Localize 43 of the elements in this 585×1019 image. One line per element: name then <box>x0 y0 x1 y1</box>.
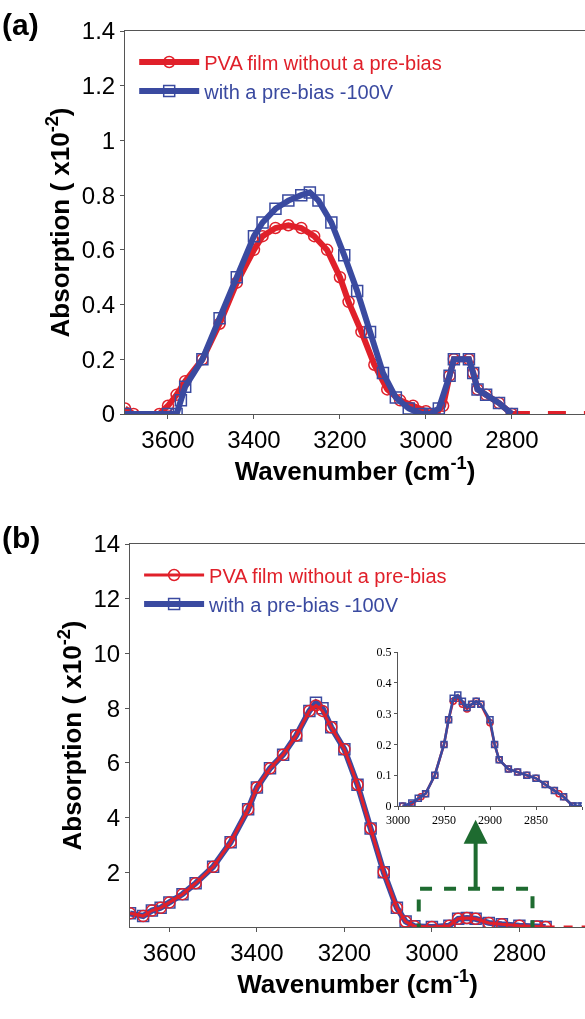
legend-label: with a pre-bias -100V <box>208 593 399 616</box>
y-tick-label: 0.1 <box>376 768 392 783</box>
legend-label: PVA film without a pre-bias <box>204 51 442 74</box>
y-tick-label: 4 <box>106 803 121 831</box>
x-tick-label: 2850 <box>524 813 548 828</box>
x-tick-label: 3000 <box>399 425 453 453</box>
y-tick-label: 0.6 <box>81 236 116 264</box>
y-tick-label: 0.3 <box>376 706 392 721</box>
y-tick-label: 2 <box>106 858 121 886</box>
y-tick-label: 14 <box>93 530 121 558</box>
y-tick-label: 0.2 <box>376 737 392 752</box>
chart-title: (b) <box>2 521 41 554</box>
y-tick-label: 0.5 <box>376 645 392 660</box>
y-tick-label: 0 <box>101 400 116 428</box>
y-tick-label: 1.4 <box>81 17 116 45</box>
y-tick-label: 12 <box>93 585 121 613</box>
y-tick-label: 10 <box>93 639 121 667</box>
x-axis-title: Wavenumber (cm$^{-1}$) <box>237 965 478 999</box>
x-tick-label: 3400 <box>230 938 284 966</box>
legend-label: PVA film without a pre-bias <box>209 564 447 587</box>
y-tick-label: 1 <box>101 126 116 154</box>
x-tick-label: 3200 <box>317 938 372 966</box>
x-tick-label: 3400 <box>227 425 281 453</box>
x-tick-label: 3200 <box>313 425 367 453</box>
x-tick-label: 2800 <box>492 938 547 966</box>
x-tick-label: 3600 <box>142 938 197 966</box>
y-tick-label: 0.2 <box>81 345 116 373</box>
y-tick-label: 0 <box>385 799 392 814</box>
y-tick-label: 6 <box>106 749 121 777</box>
y-tick-label: 0.4 <box>81 290 116 318</box>
x-tick-label: 3000 <box>405 938 459 966</box>
legend-label: with a pre-bias -100V <box>203 80 394 103</box>
x-tick-label: 3600 <box>141 425 195 453</box>
chart-title: (a) <box>2 8 39 41</box>
y-tick-label: 0.4 <box>376 676 392 690</box>
y-tick-label: 0.8 <box>81 181 116 209</box>
x-tick-label: 2800 <box>485 425 539 453</box>
x-tick-label: 3000 <box>386 813 410 828</box>
y-tick-label: 1.2 <box>81 72 116 100</box>
x-tick-label: 2950 <box>432 813 456 828</box>
y-tick-label: 8 <box>106 694 121 722</box>
x-tick-label: 2900 <box>478 813 502 828</box>
x-axis-title: Wavenumber (cm$^{-1}$) <box>234 452 476 486</box>
